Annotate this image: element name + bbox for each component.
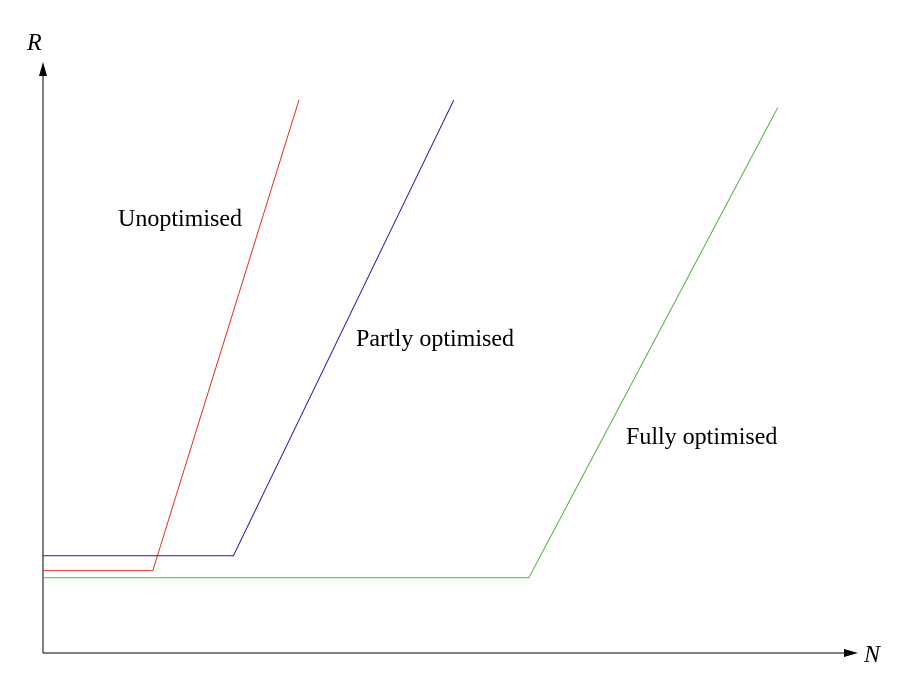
series-line-unoptimised [43, 99, 300, 572]
series-label-unoptimised: Unoptimised [118, 206, 242, 232]
series-line-fully-optimised [43, 107, 779, 579]
axes: R N [26, 30, 882, 668]
y-axis-label: R [26, 30, 42, 56]
x-axis-arrow [844, 649, 858, 657]
series-label-partly-optimised: Partly optimised [356, 326, 514, 352]
series-label-fully-optimised: Fully optimised [626, 424, 777, 450]
series-group [43, 99, 779, 579]
y-axis-arrow [39, 62, 47, 76]
series-line-partly-optimised [43, 99, 455, 557]
x-axis-label: N [863, 642, 882, 668]
series-labels: Unoptimised Partly optimised Fully optimis… [118, 206, 777, 450]
